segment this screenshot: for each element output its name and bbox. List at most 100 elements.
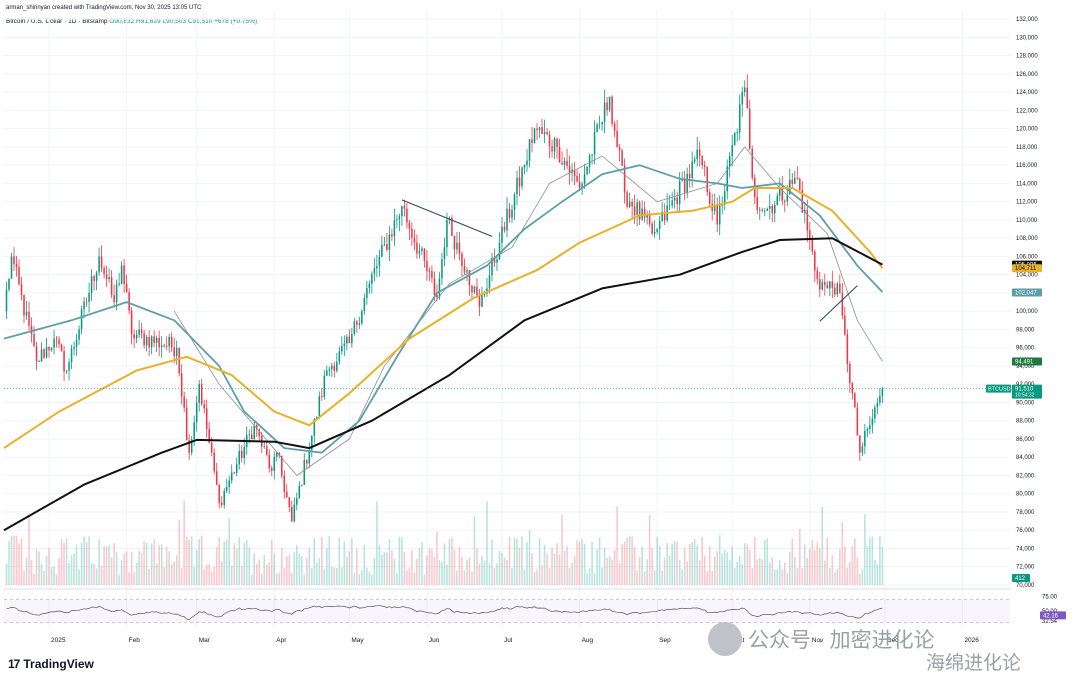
candle — [423, 248, 426, 261]
candle — [170, 336, 173, 348]
volume-bar — [323, 569, 326, 585]
volume-bar — [333, 567, 336, 585]
volume-bar — [571, 562, 573, 585]
candle — [593, 132, 596, 155]
candle — [15, 264, 18, 268]
candle — [90, 276, 93, 293]
candle — [588, 155, 591, 167]
volume-bar — [531, 553, 533, 585]
candle — [238, 450, 241, 465]
volume-bar — [869, 537, 871, 585]
candle — [558, 146, 561, 163]
candle — [351, 333, 353, 344]
price-tick-label: 112,000 — [1016, 200, 1038, 206]
volume-bar — [831, 555, 834, 585]
tradingview-name: TradingView — [23, 657, 94, 671]
candle — [426, 260, 428, 272]
candle — [683, 180, 686, 193]
volume-bar — [68, 562, 70, 585]
volume-bar — [518, 547, 521, 585]
volume-bar — [568, 567, 571, 585]
candle — [98, 256, 100, 273]
volume-bar — [768, 562, 771, 585]
candle — [113, 295, 115, 303]
candle — [205, 408, 208, 430]
candle — [160, 345, 163, 348]
volume-bar — [451, 537, 453, 585]
symbol-badge — [986, 384, 1011, 393]
candle — [265, 446, 268, 455]
volume-bar — [508, 536, 511, 585]
volume-bar — [776, 569, 779, 585]
volume-bar — [326, 548, 328, 585]
candle — [676, 197, 678, 205]
volume-bar — [844, 546, 846, 585]
candle — [598, 124, 601, 126]
rsi-tick-label: 75.00 — [1042, 595, 1058, 601]
candle — [806, 209, 809, 231]
candle — [623, 165, 626, 193]
candle — [791, 179, 794, 184]
volume-bar — [633, 546, 636, 585]
volume-bar — [738, 556, 741, 585]
candle — [591, 154, 593, 156]
volume-bar — [170, 564, 173, 585]
volume-bar — [733, 567, 736, 585]
price-tick-label: 104,000 — [1016, 273, 1038, 279]
volume-bar — [458, 546, 461, 585]
volume-bar — [90, 563, 93, 585]
price-tick-label: 116,000 — [1016, 163, 1038, 169]
candle — [93, 276, 95, 281]
volume-bar — [866, 545, 869, 585]
volume-bar — [766, 538, 769, 585]
price-tick-label: 120,000 — [1016, 127, 1038, 133]
volume-bar — [113, 543, 115, 585]
volume-bar — [396, 573, 398, 585]
volume-bar — [381, 554, 383, 585]
volume-bar — [418, 548, 421, 585]
volume-bar — [804, 544, 806, 585]
volume-bar — [583, 543, 586, 585]
candle — [125, 283, 128, 293]
volume-bar — [108, 545, 110, 585]
price-tick-label: 76,000 — [1016, 528, 1035, 534]
candle — [133, 334, 135, 339]
candle — [421, 248, 423, 251]
trendlines — [4, 199, 1010, 389]
candle — [153, 336, 155, 343]
volume-bar — [328, 535, 331, 585]
candle — [281, 455, 283, 476]
volume-bar — [541, 565, 543, 585]
candle — [611, 96, 613, 124]
volume-bar — [388, 539, 391, 585]
volume-bar — [58, 558, 60, 585]
candle — [546, 132, 548, 135]
candle — [45, 346, 48, 358]
candle — [536, 128, 538, 131]
candle — [829, 281, 831, 289]
volume-bar — [688, 543, 691, 585]
volume-bar — [160, 544, 163, 585]
volume-bar — [98, 539, 100, 585]
volume-bar — [313, 538, 316, 585]
candle — [203, 404, 205, 409]
volume-bar — [175, 555, 178, 585]
candle — [811, 238, 814, 252]
candle — [128, 292, 130, 311]
candle — [653, 232, 656, 234]
volume-bar — [65, 538, 68, 585]
candle — [178, 347, 180, 374]
candle — [198, 384, 200, 403]
countdown-label: 10:54:32 — [1015, 393, 1035, 399]
candle — [333, 365, 336, 371]
candle — [876, 402, 879, 408]
candle — [278, 452, 281, 456]
candle — [273, 456, 276, 471]
volume-bar — [8, 540, 10, 585]
volume-bar — [288, 554, 291, 585]
volume-bar — [123, 553, 125, 585]
candle — [331, 365, 333, 370]
price-tick-label: 118,000 — [1016, 145, 1038, 151]
volume-bar — [718, 535, 721, 585]
